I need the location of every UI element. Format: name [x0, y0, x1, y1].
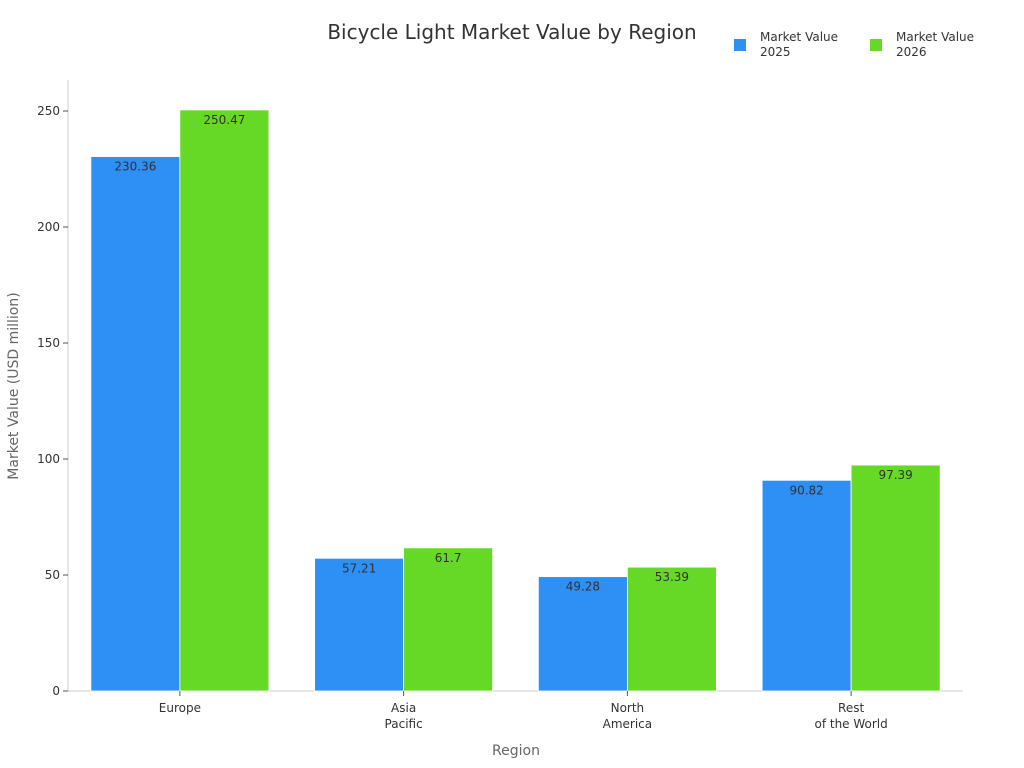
x-tick-label: Pacific: [385, 717, 423, 731]
y-tick-label: 50: [45, 568, 60, 582]
x-tick-label: Rest: [838, 701, 864, 715]
bar: [626, 566, 717, 692]
y-tick-label: 100: [37, 452, 60, 466]
x-tick-label: North: [611, 701, 645, 715]
legend-swatch-2026: [870, 39, 882, 51]
legend-label-2025-line1: Market Value: [760, 30, 839, 44]
y-tick-label: 0: [52, 684, 60, 698]
x-tick-label: of the World: [814, 717, 887, 731]
bar-value-label: 90.82: [789, 483, 823, 497]
x-tick-label: Asia: [391, 701, 416, 715]
x-tick-label: America: [603, 717, 653, 731]
chart-title: Bicycle Light Market Value by Region: [327, 20, 697, 44]
y-axis-title: Market Value (USD million): [6, 292, 22, 479]
y-tick-label: 150: [37, 336, 60, 350]
bar-value-label: 97.39: [878, 468, 912, 482]
bar: [761, 479, 852, 692]
bar-value-label: 53.39: [655, 570, 689, 584]
bar: [179, 109, 270, 692]
bar: [537, 576, 628, 692]
legend-label-2026-line1: Market Value: [896, 30, 975, 44]
bar-value-label: 250.47: [203, 113, 245, 127]
bar: [90, 156, 181, 692]
legend-item-2026: Market Value 2026: [870, 30, 986, 60]
bar: [314, 557, 405, 692]
bar-value-label: 230.36: [114, 160, 156, 174]
x-axis-title: Region: [492, 743, 540, 759]
legend: Market Value 2025 Market Value 2026: [734, 30, 986, 60]
bar: [850, 464, 941, 692]
bar-value-label: 57.21: [342, 561, 376, 575]
bar: [403, 547, 494, 692]
legend-label-2025-line2: 2025: [760, 45, 791, 59]
bar-value-label: 61.7: [435, 551, 462, 565]
x-tick-label: Europe: [159, 701, 201, 715]
y-tick-label: 250: [37, 104, 60, 118]
legend-label-2026-line2: 2026: [896, 45, 927, 59]
y-tick-label: 200: [37, 220, 60, 234]
legend-swatch-2025: [734, 39, 746, 51]
legend-item-2025: Market Value 2025: [734, 30, 850, 60]
bar-value-label: 49.28: [566, 580, 600, 594]
